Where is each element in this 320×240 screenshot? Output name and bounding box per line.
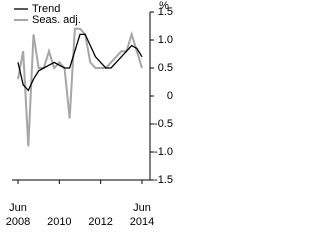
y-tick-label: -1.0 xyxy=(154,146,173,158)
y-axis-label: % xyxy=(159,0,169,12)
y-tick-label: 0 xyxy=(167,90,173,102)
legend-label: Seas. adj. xyxy=(32,14,81,26)
data-line xyxy=(17,33,143,92)
x-tick-label: 2012 xyxy=(88,216,113,228)
legend-label: Trend xyxy=(32,3,60,15)
y-tick-label: 1.5 xyxy=(158,6,173,18)
x-tick-label: Jun 2008 xyxy=(5,202,31,228)
chart-container: % -1.5 -1.0 -0.5 0 0.5 1.0 1.5 Trend Seas. adj. J… xyxy=(5,0,173,228)
y-tick-label: 1.0 xyxy=(158,34,173,46)
y-tick-label: -1.5 xyxy=(154,174,173,186)
data-line xyxy=(17,27,143,147)
x-tick-label: 2010 xyxy=(47,216,72,228)
y-tick-label: 0.5 xyxy=(158,62,173,74)
x-tick-label: Jun 2014 xyxy=(129,202,155,228)
y-tick-label: -0.5 xyxy=(154,118,173,130)
